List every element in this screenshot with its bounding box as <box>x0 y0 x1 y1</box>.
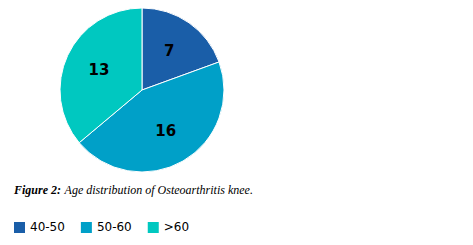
pie: 7 16 13 <box>60 8 224 172</box>
data-label: 7 <box>164 42 174 60</box>
pie-slice <box>60 8 142 143</box>
subtitle: Age distribution of Osteoarthritis knee. <box>64 183 253 197</box>
legend-item: >60 <box>148 220 189 234</box>
legend-label: 50-60 <box>97 220 132 234</box>
legend: 40-50 50-60 >60 <box>14 220 189 234</box>
legend-label: >60 <box>164 220 189 234</box>
legend-label: 40-50 <box>30 220 65 234</box>
data-label: 13 <box>88 61 109 79</box>
chart: 7 16 13 Figure 2:Age distribution of Osteoa… <box>0 0 473 245</box>
caption: Figure 2:Age distribution of Osteoarthri… <box>13 183 253 197</box>
legend-item: 50-60 <box>81 220 132 234</box>
legend-item: 40-50 <box>14 220 65 234</box>
legend-swatch <box>14 222 25 233</box>
legend-swatch <box>81 222 92 233</box>
data-label: 16 <box>155 122 176 140</box>
legend-swatch <box>148 222 159 233</box>
title: Figure 2: <box>13 183 61 197</box>
